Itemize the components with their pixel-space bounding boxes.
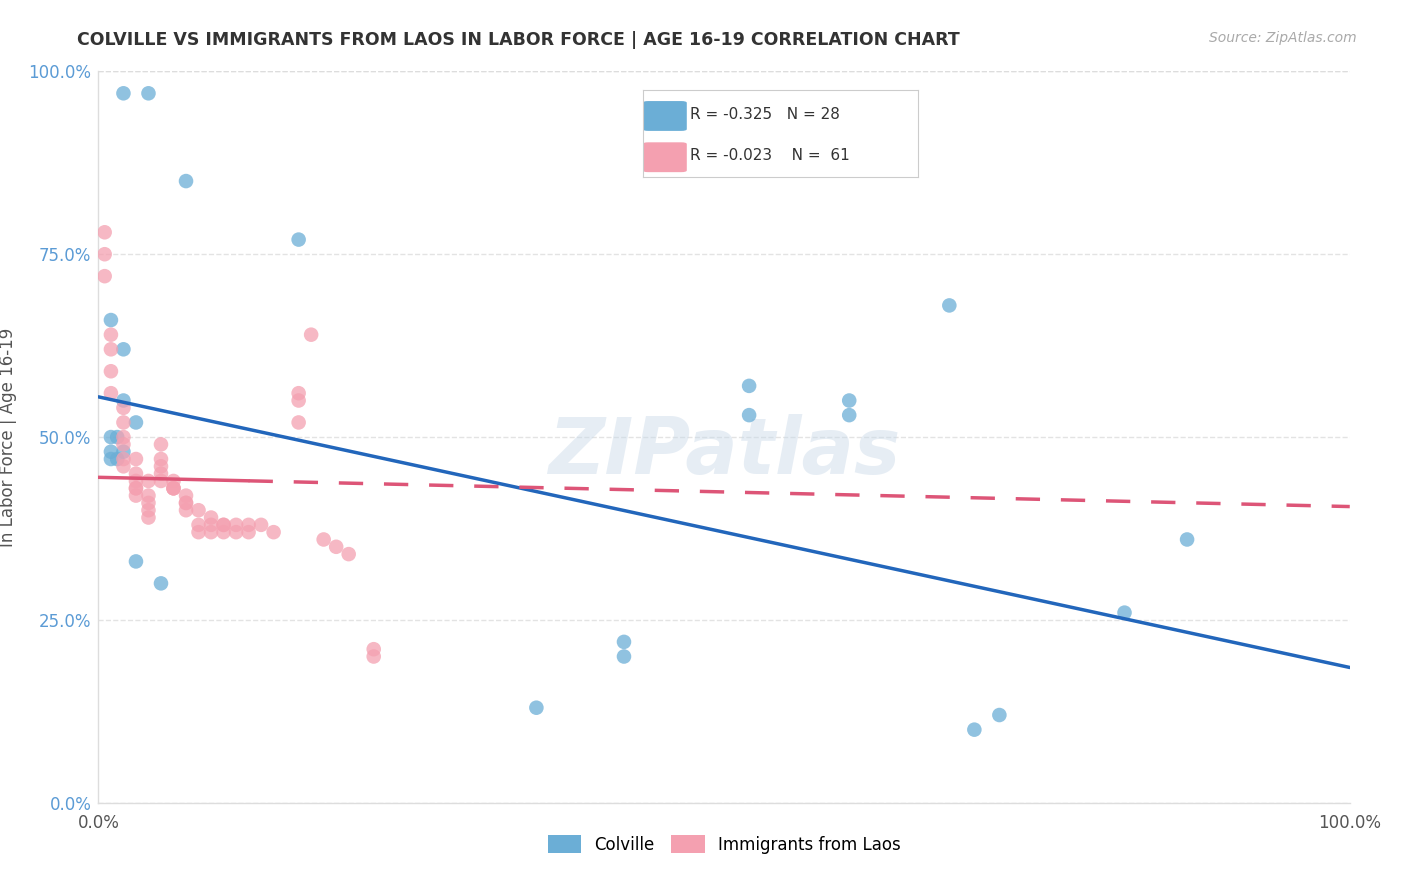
Text: ZIPatlas: ZIPatlas <box>548 414 900 490</box>
Point <box>174 496 197 510</box>
Point <box>100 364 122 378</box>
Point <box>524 700 547 714</box>
Point <box>363 649 385 664</box>
Point <box>738 379 761 393</box>
Point <box>112 437 135 451</box>
Point <box>187 517 209 532</box>
Point <box>1114 606 1136 620</box>
Point <box>162 481 184 495</box>
Point <box>212 517 235 532</box>
Point <box>1175 533 1198 547</box>
Point <box>988 708 1011 723</box>
Point <box>112 401 135 415</box>
Point <box>312 533 335 547</box>
Point <box>238 517 260 532</box>
Point <box>738 408 761 422</box>
Point <box>100 327 122 342</box>
Legend: Colville, Immigrants from Laos: Colville, Immigrants from Laos <box>541 829 907 860</box>
Point <box>162 474 184 488</box>
Point <box>212 525 235 540</box>
Point <box>125 474 148 488</box>
Point <box>112 343 135 357</box>
Point <box>200 510 222 524</box>
Point <box>299 327 322 342</box>
Point <box>838 393 860 408</box>
Point <box>112 452 135 467</box>
Point <box>200 525 222 540</box>
Point <box>150 467 173 481</box>
Point <box>150 474 173 488</box>
Point <box>125 554 148 568</box>
Point <box>100 386 122 401</box>
Point <box>187 525 209 540</box>
Point <box>105 430 128 444</box>
Point <box>112 444 135 458</box>
Point <box>162 481 184 495</box>
Point <box>325 540 347 554</box>
Point <box>138 503 160 517</box>
Point <box>125 481 148 495</box>
Point <box>150 452 173 467</box>
Point <box>112 430 135 444</box>
Point <box>138 87 160 101</box>
Point <box>225 525 247 540</box>
Point <box>150 437 173 451</box>
Point <box>93 269 115 284</box>
Point <box>174 489 197 503</box>
Point <box>187 503 209 517</box>
Point <box>287 233 309 247</box>
Point <box>150 576 173 591</box>
Point <box>100 452 122 467</box>
Point <box>138 496 160 510</box>
Point <box>174 503 197 517</box>
Point <box>150 459 173 474</box>
Point <box>287 416 309 430</box>
Point <box>238 525 260 540</box>
Point <box>138 474 160 488</box>
Point <box>125 452 148 467</box>
Point <box>250 517 273 532</box>
Point <box>200 517 222 532</box>
Point <box>287 393 309 408</box>
Point <box>125 467 148 481</box>
Point <box>112 459 135 474</box>
Point <box>125 481 148 495</box>
Point <box>138 510 160 524</box>
Point <box>174 496 197 510</box>
Point <box>112 393 135 408</box>
Text: COLVILLE VS IMMIGRANTS FROM LAOS IN LABOR FORCE | AGE 16-19 CORRELATION CHART: COLVILLE VS IMMIGRANTS FROM LAOS IN LABO… <box>77 31 960 49</box>
Point <box>363 642 385 657</box>
Point <box>263 525 285 540</box>
Point <box>125 489 148 503</box>
Point <box>100 343 122 357</box>
Point <box>138 489 160 503</box>
Point <box>613 635 636 649</box>
Point <box>613 649 636 664</box>
Point <box>174 174 197 188</box>
Point <box>112 87 135 101</box>
Point <box>112 416 135 430</box>
Point <box>225 517 247 532</box>
Point <box>93 247 115 261</box>
Point <box>125 416 148 430</box>
Point <box>105 452 128 467</box>
Point <box>100 313 122 327</box>
Point <box>963 723 986 737</box>
Point <box>337 547 360 561</box>
Point <box>100 444 122 458</box>
Point <box>938 298 960 312</box>
Point <box>212 517 235 532</box>
Point <box>287 386 309 401</box>
Point <box>162 481 184 495</box>
Text: Source: ZipAtlas.com: Source: ZipAtlas.com <box>1209 31 1357 45</box>
Point <box>93 225 115 239</box>
Y-axis label: In Labor Force | Age 16-19: In Labor Force | Age 16-19 <box>0 327 17 547</box>
Point <box>100 430 122 444</box>
Point <box>838 408 860 422</box>
